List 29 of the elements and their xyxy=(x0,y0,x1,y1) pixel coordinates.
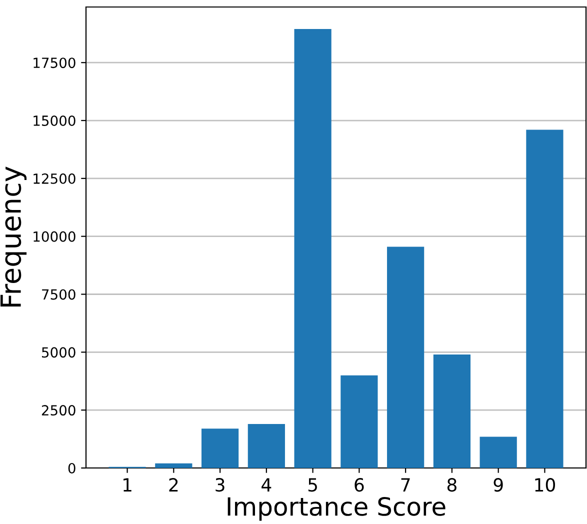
bar xyxy=(340,375,378,468)
y-tick-label: 10000 xyxy=(34,231,76,242)
y-tick-label: 0 xyxy=(68,462,76,474)
bar xyxy=(201,428,239,468)
y-tick-label: 2500 xyxy=(42,405,76,416)
y-tick-label: 15000 xyxy=(34,115,76,126)
x-tick-label: 10 xyxy=(535,478,556,492)
bar xyxy=(480,436,517,468)
bar xyxy=(526,130,564,468)
x-tick-label: 3 xyxy=(216,478,224,492)
y-tick-label: 5000 xyxy=(42,347,76,358)
y-tick-label: 12500 xyxy=(34,173,76,184)
bar xyxy=(155,463,192,468)
bar xyxy=(387,246,424,468)
x-tick-label: 9 xyxy=(494,478,503,492)
x-axis-title: Importance Score xyxy=(228,497,446,521)
y-axis-title: Frequency xyxy=(0,166,27,307)
bar xyxy=(248,424,285,468)
x-tick-label: 4 xyxy=(262,478,272,492)
bar xyxy=(294,29,332,468)
x-tick-label: 2 xyxy=(169,478,178,492)
y-tick-label: 17500 xyxy=(34,58,76,68)
bar xyxy=(433,354,471,468)
x-tick-label: 7 xyxy=(401,478,410,492)
x-tick-label: 5 xyxy=(308,478,317,492)
y-tick-label: 7500 xyxy=(42,289,76,300)
x-tick-label: 1 xyxy=(124,478,132,492)
x-tick-label: 6 xyxy=(354,478,364,492)
x-tick-label: 8 xyxy=(447,478,456,492)
